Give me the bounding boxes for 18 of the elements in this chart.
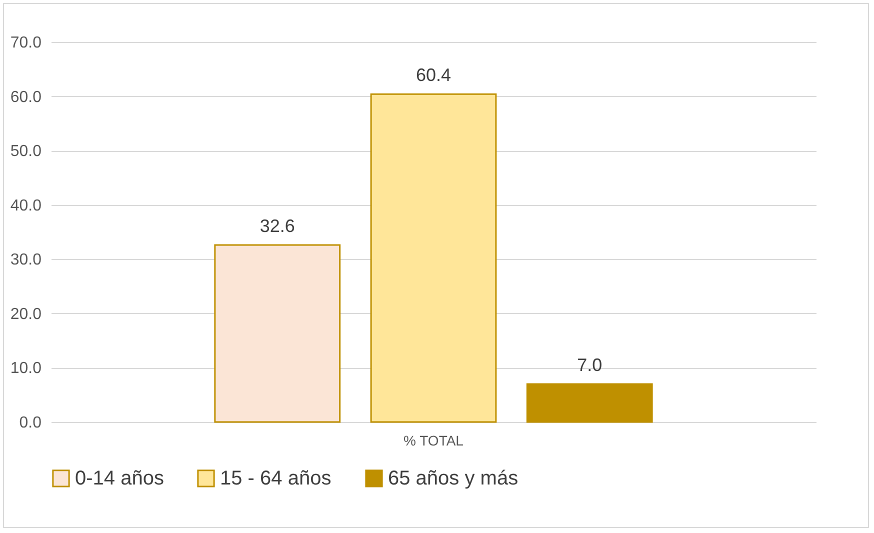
y-tick-label: 50.0 xyxy=(10,143,42,160)
y-tick-label: 40.0 xyxy=(10,197,42,214)
y-tick-label: 30.0 xyxy=(10,252,42,269)
legend-label: 0-14 años xyxy=(75,467,164,490)
data-label: 32.6 xyxy=(260,216,295,236)
x-tick-label: % TOTAL xyxy=(404,432,464,448)
bar xyxy=(370,93,497,423)
y-tick-label: 10.0 xyxy=(10,360,42,378)
bar xyxy=(214,244,341,423)
data-label: 60.4 xyxy=(416,65,452,86)
y-tick-label: 0.0 xyxy=(19,414,42,432)
legend-label: 15 - 64 años xyxy=(220,467,332,490)
y-tick-label: 20.0 xyxy=(10,306,42,323)
bar xyxy=(526,383,653,423)
data-label: 7.0 xyxy=(577,355,602,375)
legend-label: 65 años y más xyxy=(388,467,518,490)
y-tick-label: 70.0 xyxy=(10,34,42,52)
y-tick-label: 60.0 xyxy=(10,88,42,106)
